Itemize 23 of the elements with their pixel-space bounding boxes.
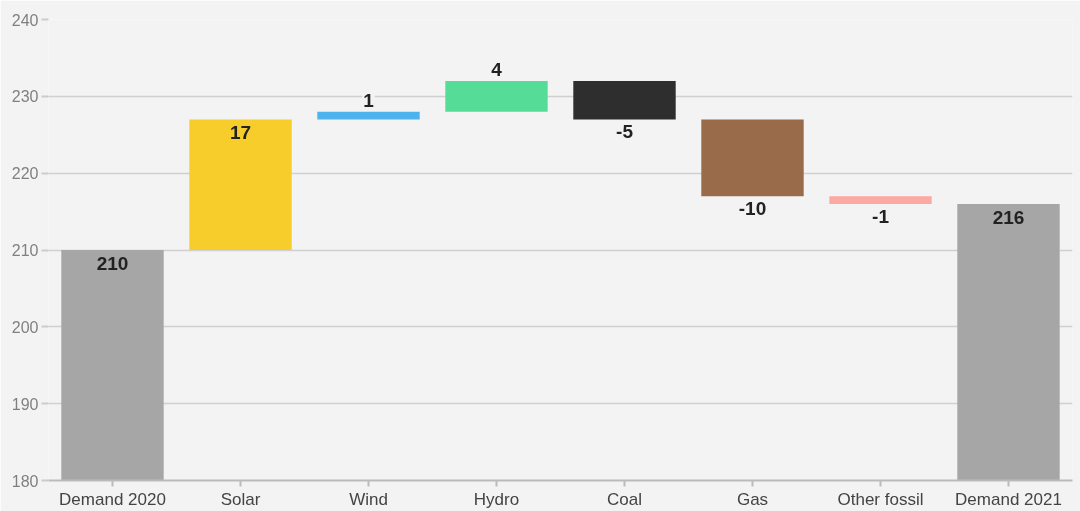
y-tick-label: 180 <box>11 472 39 490</box>
data-label: 17 <box>229 122 252 144</box>
x-tick-label: Solar <box>220 489 261 509</box>
data-label: 1 <box>363 89 375 111</box>
y-tick-label: 190 <box>11 395 39 413</box>
data-label: -10 <box>738 198 767 220</box>
y-tick-label: 210 <box>11 242 39 259</box>
x-tick-label: Gas <box>736 489 769 509</box>
data-label: -1 <box>872 205 890 227</box>
y-tick-label: 220 <box>11 165 39 183</box>
x-tick-label: Wind <box>349 489 388 509</box>
data-label: 210 <box>96 253 129 274</box>
y-tick-label: 240 <box>11 11 39 29</box>
data-label: -5 <box>616 121 634 143</box>
y-tick-label: 230 <box>11 88 39 106</box>
y-tick-label: 200 <box>11 318 39 336</box>
x-tick-label: Demand 2020 <box>59 489 166 509</box>
data-label: 4 <box>491 58 503 80</box>
x-tick-label: Hydro <box>473 489 520 509</box>
x-tick-label: Other fossil <box>837 489 924 509</box>
x-tick-label: Coal <box>607 489 642 509</box>
data-label: 216 <box>992 206 1025 228</box>
x-tick-label: Demand 2021 <box>955 489 1062 509</box>
